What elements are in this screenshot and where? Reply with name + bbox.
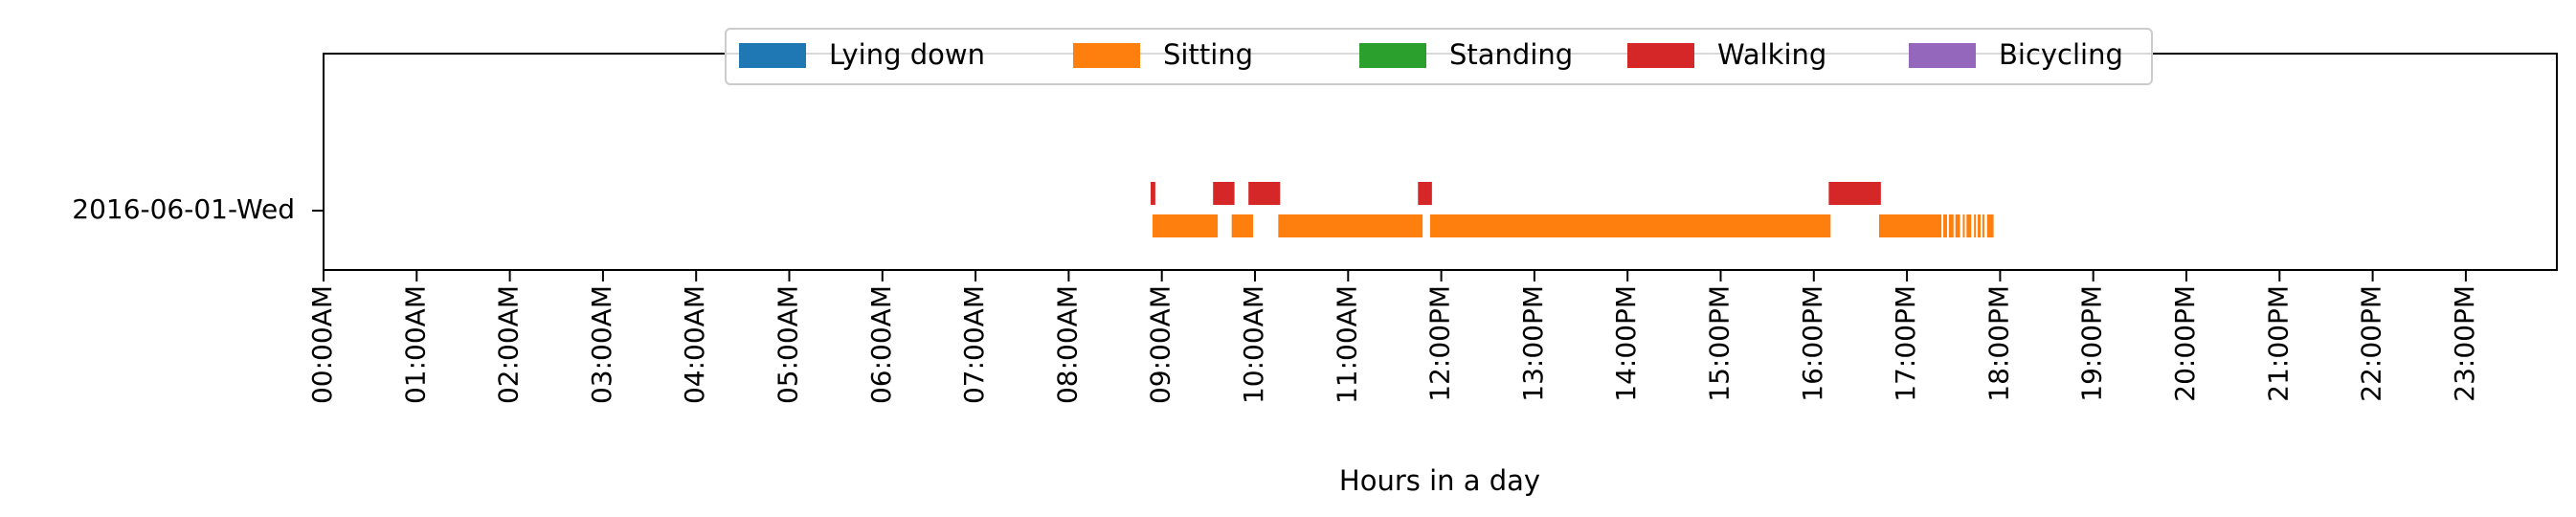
bar-walking <box>1151 182 1155 205</box>
x-tick-label: 20:00PM <box>2169 285 2201 402</box>
legend-label: Bicycling <box>1999 38 2123 71</box>
x-axis: 00:00AM 01:00AM 02:00AM 03:00AM 04:00AM 05:00… <box>306 270 2480 404</box>
bar-sitting <box>1943 214 1947 237</box>
bar-sitting <box>1974 214 1977 237</box>
x-tick-label: 08:00AM <box>1051 285 1083 404</box>
x-tick-label: 11:00AM <box>1331 285 1362 404</box>
legend-swatch <box>739 43 806 68</box>
bar-walking <box>1828 182 1881 205</box>
legend-label: Standing <box>1449 38 1573 71</box>
bar-sitting <box>1978 214 1981 237</box>
x-tick-label: 18:00PM <box>1982 285 2014 402</box>
x-tick-label: 12:00PM <box>1424 285 1456 402</box>
legend-box <box>725 28 2153 85</box>
x-tick-label: 01:00AM <box>399 285 431 404</box>
bar-sitting <box>1878 214 1942 237</box>
x-axis-label: Hours in a day <box>1339 464 1540 497</box>
bar-sitting <box>1152 214 1219 237</box>
x-tick-label: 15:00PM <box>1704 285 1736 402</box>
x-tick-label: 23:00PM <box>2449 285 2480 402</box>
timeline-bars <box>1151 182 1994 237</box>
bar-walking <box>1248 182 1281 205</box>
x-tick-label: 10:00AM <box>1238 285 1269 404</box>
legend-label: Walking <box>1717 38 1826 71</box>
bar-walking <box>1418 182 1432 205</box>
x-tick-label: 22:00PM <box>2356 285 2387 402</box>
x-tick-label: 06:00AM <box>865 285 897 404</box>
x-tick-label: 07:00AM <box>958 285 990 404</box>
x-tick-label: 13:00PM <box>1517 285 1549 402</box>
y-axis: 2016-06-01-Wed <box>72 193 324 225</box>
legend-label: Sitting <box>1163 38 1253 71</box>
x-tick-label: 09:00AM <box>1145 285 1176 404</box>
legend-swatch <box>1359 43 1426 68</box>
x-tick-label: 00:00AM <box>306 285 338 404</box>
x-tick-label: 16:00PM <box>1797 285 1828 402</box>
bar-sitting <box>1962 214 1965 237</box>
bar-sitting <box>1948 214 1954 237</box>
plot-area-frame <box>323 53 2558 271</box>
y-tick-label: 2016-06-01-Wed <box>72 193 295 225</box>
bar-sitting <box>1966 214 1972 237</box>
bar-walking <box>1213 182 1235 205</box>
bar-sitting <box>1429 214 1831 237</box>
bar-sitting <box>1231 214 1254 237</box>
bar-sitting <box>1955 214 1960 237</box>
x-tick-label: 05:00AM <box>773 285 804 404</box>
x-tick-label: 14:00PM <box>1610 285 1642 402</box>
legend-label: Lying down <box>829 38 985 71</box>
x-tick-label: 17:00PM <box>1890 285 1921 402</box>
x-tick-label: 19:00PM <box>2076 285 2108 402</box>
x-tick-label: 04:00AM <box>679 285 710 404</box>
x-tick-label: 03:00AM <box>586 285 617 404</box>
bar-sitting <box>1278 214 1423 237</box>
legend-swatch <box>1073 43 1140 68</box>
x-tick-label: 02:00AM <box>493 285 525 404</box>
legend-swatch <box>1909 43 1976 68</box>
bar-sitting <box>1982 214 1984 237</box>
bar-sitting <box>1986 214 1994 237</box>
legend: Lying down Sitting Standing Walking Bicyclin… <box>725 28 2153 85</box>
legend-swatch <box>1627 43 1694 68</box>
x-tick-label: 21:00PM <box>2262 285 2294 402</box>
